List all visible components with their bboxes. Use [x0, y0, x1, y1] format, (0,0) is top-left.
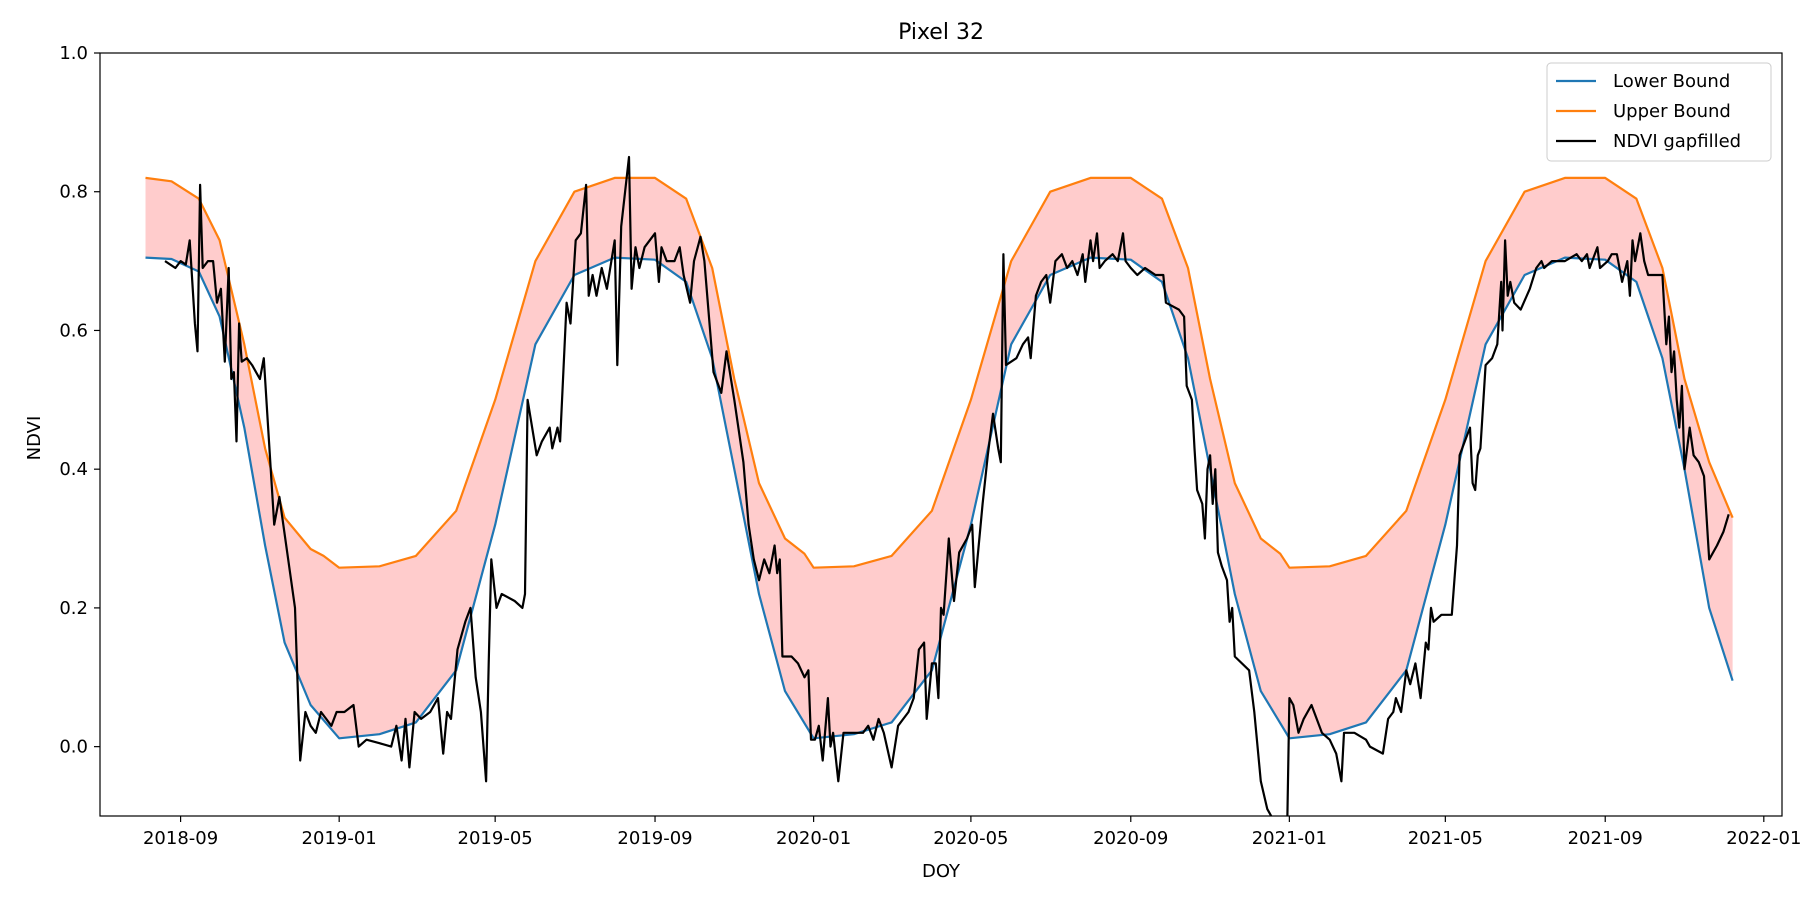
y-axis-ticks: 0.0 0.2 0.4 0.6 0.8 1.0 — [59, 43, 100, 758]
x-tick-label: 2021-01 — [1252, 828, 1327, 849]
x-tick-label: 2020-01 — [776, 828, 851, 849]
x-axis-label: DOY — [922, 861, 961, 882]
y-tick-label: 0.4 — [59, 459, 88, 480]
ndvi-gapfilled-line — [164, 155, 1730, 816]
x-axis-ticks: 2018-09 2019-01 2019-05 2019-09 2020-01 2020-… — [143, 816, 1800, 849]
legend-label-lower-bound: Lower Bound — [1613, 71, 1730, 92]
y-axis-label: NDVI — [24, 416, 45, 461]
legend-label-ndvi-gapfilled: NDVI gapfilled — [1613, 131, 1741, 152]
x-tick-label: 2019-05 — [458, 828, 533, 849]
x-tick-label: 2018-09 — [143, 828, 218, 849]
legend-label-upper-bound: Upper Bound — [1613, 101, 1731, 122]
x-tick-label: 2022-01 — [1726, 828, 1800, 849]
plot-area — [145, 155, 1734, 816]
y-tick-label: 1.0 — [59, 43, 88, 64]
legend: Lower Bound Upper Bound NDVI gapfilled — [1546, 62, 1772, 162]
x-tick-label: 2019-01 — [302, 828, 377, 849]
x-tick-label: 2020-09 — [1093, 828, 1168, 849]
x-tick-label: 2020-05 — [933, 828, 1008, 849]
y-tick-label: 0.0 — [59, 737, 88, 758]
y-tick-label: 0.6 — [59, 320, 88, 341]
y-tick-label: 0.8 — [59, 182, 88, 203]
upper-bound-line — [145, 176, 1734, 569]
lower-bound-line — [145, 256, 1734, 740]
y-tick-label: 0.2 — [59, 598, 88, 619]
legend-box — [1546, 62, 1772, 162]
x-tick-label: 2019-09 — [617, 828, 692, 849]
plot-frame — [99, 52, 1783, 817]
bounds-fill-band — [145, 177, 1733, 739]
chart-title: Pixel 32 — [898, 20, 984, 45]
x-tick-label: 2021-09 — [1568, 828, 1643, 849]
x-tick-label: 2021-05 — [1408, 828, 1483, 849]
